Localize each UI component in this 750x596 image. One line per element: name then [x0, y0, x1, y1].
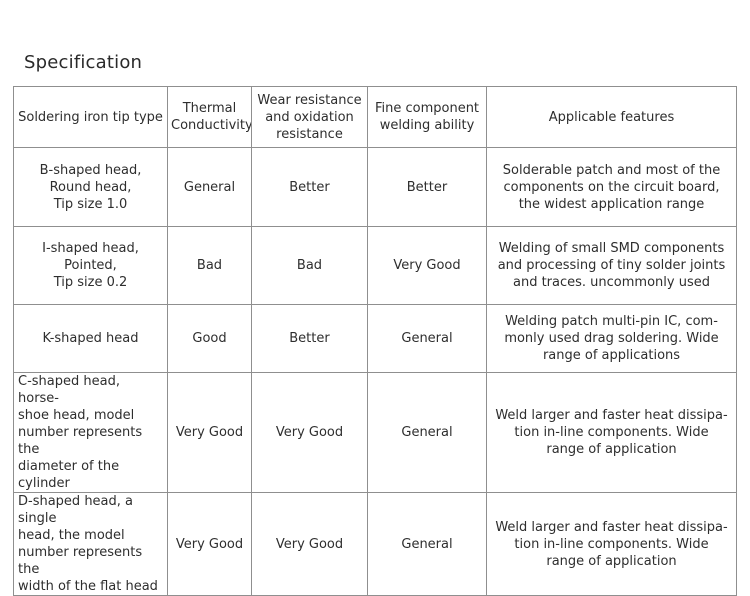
- features-cell: Weld larger and faster heat dissipa-tion…: [486, 492, 737, 596]
- header-fine-welding: Fine component welding ability: [367, 86, 487, 148]
- wear-cell: Better: [251, 147, 368, 227]
- wear-cell: Very Good: [251, 372, 368, 493]
- fine-welding-cell: Better: [367, 147, 487, 227]
- header-wear-resistance: Wear resistance and oxidation resistance: [251, 86, 368, 148]
- wear-cell: Bad: [251, 226, 368, 305]
- specification-table: Soldering iron tip type Thermal Conductiv…: [13, 86, 737, 596]
- features-cell: Welding of small SMD components and proce…: [486, 226, 737, 305]
- table-row: D-shaped head, a single head, the model nu…: [13, 492, 737, 596]
- table-row: I-shaped head, Pointed, Tip size 0.2 Bad B…: [13, 226, 737, 305]
- tip-type-cell: C-shaped head, horse-shoe head, model num…: [13, 372, 168, 493]
- fine-welding-cell: General: [367, 492, 487, 596]
- thermal-cell: Very Good: [167, 492, 252, 596]
- fine-welding-cell: General: [367, 372, 487, 493]
- page-title: Specification: [24, 52, 143, 73]
- table-row: C-shaped head, horse-shoe head, model num…: [13, 372, 737, 493]
- tip-type-cell: I-shaped head, Pointed, Tip size 0.2: [13, 226, 168, 305]
- thermal-cell: Bad: [167, 226, 252, 305]
- tip-type-cell: K-shaped head: [13, 304, 168, 373]
- header-thermal-conductivity: Thermal Conductivity: [167, 86, 252, 148]
- thermal-cell: Very Good: [167, 372, 252, 493]
- features-cell: Solderable patch and most of the componen…: [486, 147, 737, 227]
- tip-type-cell: B-shaped head, Round head, Tip size 1.0: [13, 147, 168, 227]
- thermal-cell: Good: [167, 304, 252, 373]
- features-cell: Welding patch multi-pin IC, com-monly us…: [486, 304, 737, 373]
- features-cell: Weld larger and faster heat dissipa-tion…: [486, 372, 737, 493]
- wear-cell: Better: [251, 304, 368, 373]
- header-applicable-features: Applicable features: [486, 86, 737, 148]
- fine-welding-cell: General: [367, 304, 487, 373]
- wear-cell: Very Good: [251, 492, 368, 596]
- table-row: K-shaped head Good Better General Weldin…: [13, 304, 737, 373]
- table-row: B-shaped head, Round head, Tip size 1.0 Ge…: [13, 147, 737, 227]
- header-tip-type: Soldering iron tip type: [13, 86, 168, 148]
- fine-welding-cell: Very Good: [367, 226, 487, 305]
- table-header-row: Soldering iron tip type Thermal Conductiv…: [13, 86, 737, 148]
- thermal-cell: General: [167, 147, 252, 227]
- tip-type-cell: D-shaped head, a single head, the model nu…: [13, 492, 168, 596]
